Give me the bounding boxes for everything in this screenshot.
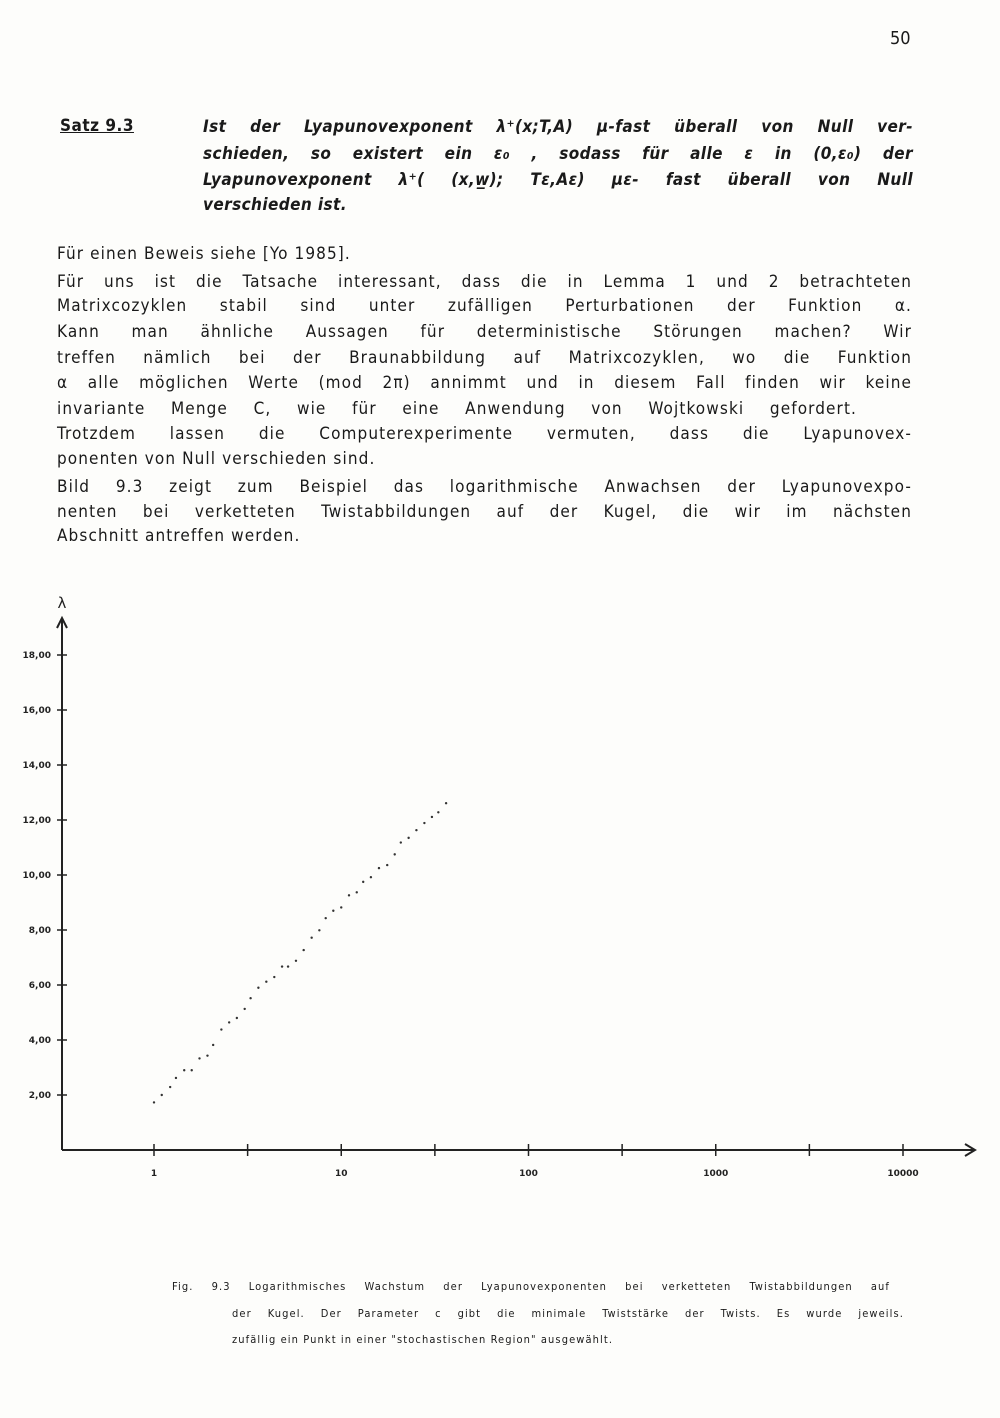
data-point bbox=[415, 828, 418, 832]
figure-caption-line: der Kugel. Der Parameter c gibt die mini… bbox=[232, 1307, 904, 1320]
data-point bbox=[190, 1069, 193, 1072]
body-line: α alle möglichen Werte (mod 2π) annimmt … bbox=[57, 373, 912, 393]
x-tick-label: 1 bbox=[151, 1169, 157, 1179]
theorem-label: Satz 9.3 bbox=[60, 116, 134, 136]
data-point bbox=[235, 1016, 239, 1020]
x-tick-label: 10 bbox=[335, 1169, 348, 1179]
data-point bbox=[324, 916, 327, 920]
data-point bbox=[362, 880, 365, 884]
theorem-line: Ist der Lyapunovexponent λ⁺(x;T,A) μ-fas… bbox=[203, 117, 913, 137]
data-point bbox=[265, 980, 268, 983]
data-point bbox=[183, 1069, 186, 1072]
data-point bbox=[273, 975, 276, 979]
theorem-line: schieden, so existert ein ε₀ , sodass fü… bbox=[203, 144, 913, 164]
x-tick-label: 1000 bbox=[703, 1169, 728, 1179]
y-tick-label: 18,00 bbox=[23, 651, 51, 661]
figure-caption-line: Fig. 9.3 Logarithmisches Wachstum der Ly… bbox=[172, 1280, 890, 1293]
body-line: Matrixcozyklen stabil sind unter zufälli… bbox=[57, 296, 912, 316]
y-axis-label: λ bbox=[58, 594, 67, 612]
data-point bbox=[160, 1093, 163, 1097]
y-tick-label: 8,00 bbox=[29, 926, 51, 936]
data-point bbox=[377, 866, 381, 870]
data-point bbox=[393, 853, 396, 856]
y-axis-arrow bbox=[56, 615, 68, 629]
x-tick-label: 100 bbox=[519, 1169, 538, 1179]
x-axis-arrow bbox=[964, 1143, 977, 1157]
data-point bbox=[211, 1043, 215, 1047]
y-tick-label: 2,00 bbox=[29, 1091, 51, 1101]
figure-caption-line: zufällig ein Punkt in einer "stochastisc… bbox=[232, 1333, 614, 1346]
data-point bbox=[227, 1021, 231, 1024]
y-tick-label: 6,00 bbox=[29, 981, 51, 991]
data-point bbox=[249, 997, 252, 1000]
data-point bbox=[407, 836, 410, 840]
y-tick-label: 14,00 bbox=[23, 761, 51, 771]
body-line: Kann man ähnliche Aussagen für determini… bbox=[57, 322, 912, 342]
data-point bbox=[294, 959, 298, 962]
data-point bbox=[220, 1028, 223, 1031]
data-point bbox=[206, 1054, 209, 1057]
data-point bbox=[386, 863, 389, 867]
data-point bbox=[332, 909, 335, 912]
data-point bbox=[168, 1085, 172, 1089]
body-line: ponenten von Null verschieden sind. bbox=[57, 449, 376, 469]
body-line: treffen nämlich bei der Braunabbildung a… bbox=[57, 348, 912, 368]
data-point bbox=[355, 891, 358, 894]
theorem-line: verschieden ist. bbox=[203, 195, 347, 215]
y-tick-label: 16,00 bbox=[23, 706, 51, 716]
y-tick-label: 10,00 bbox=[23, 871, 51, 881]
data-point bbox=[318, 929, 321, 932]
data-point bbox=[286, 965, 290, 968]
data-point bbox=[340, 906, 343, 909]
data-point bbox=[399, 841, 403, 844]
data-point bbox=[257, 986, 260, 989]
x-tick-label: 10000 bbox=[887, 1169, 918, 1179]
data-point bbox=[152, 1101, 156, 1104]
body-line: nenten bei verketteten Twistabbildungen … bbox=[57, 502, 912, 522]
data-point bbox=[243, 1007, 246, 1011]
body-line: Für einen Beweis siehe [Yo 1985]. bbox=[57, 244, 351, 264]
body-line: invariante Menge C, wie für eine Anwendu… bbox=[57, 399, 857, 419]
data-point bbox=[198, 1057, 201, 1060]
data-point bbox=[444, 802, 448, 805]
page-number: 50 bbox=[890, 28, 911, 49]
data-point bbox=[347, 894, 351, 897]
theorem-line: Lyapunovexponent λ⁺( (x,w̲); Tε,Aε) με- … bbox=[203, 170, 913, 190]
data-point bbox=[369, 876, 373, 879]
body-line: Abschnitt antreffen werden. bbox=[57, 526, 301, 546]
y-tick-label: 4,00 bbox=[29, 1036, 51, 1046]
body-line: Trotzdem lassen die Computerexperimente … bbox=[57, 424, 912, 444]
data-point bbox=[280, 965, 284, 968]
data-point bbox=[423, 821, 426, 825]
data-point bbox=[174, 1076, 178, 1080]
data-point bbox=[437, 811, 440, 814]
data-point bbox=[310, 936, 313, 939]
data-point bbox=[302, 948, 305, 952]
body-line: Bild 9.3 zeigt zum Beispiel das logarith… bbox=[57, 477, 912, 497]
body-line: Für uns ist die Tatsache interessant, da… bbox=[57, 272, 912, 292]
y-tick-label: 12,00 bbox=[23, 816, 51, 826]
data-point bbox=[430, 815, 434, 819]
